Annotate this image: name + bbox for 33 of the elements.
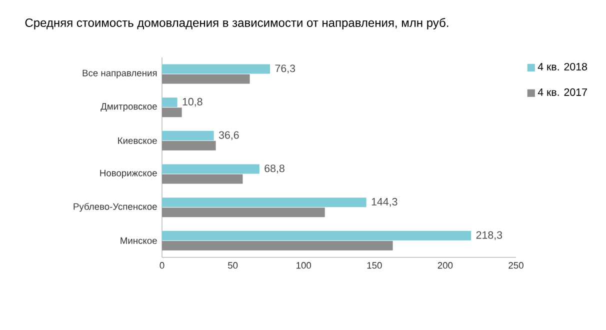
x-tick-label: 150 <box>367 262 382 269</box>
y-tick-label: Минское <box>120 237 157 244</box>
bar <box>162 198 366 208</box>
bar <box>162 108 182 118</box>
bar <box>162 240 393 250</box>
bar <box>162 174 243 184</box>
x-tick-label: 200 <box>438 262 453 269</box>
x-tick-label: 250 <box>508 262 524 269</box>
x-tick-label: 50 <box>228 262 238 269</box>
bar <box>162 98 178 108</box>
legend-label: 4 кв. 2017 <box>538 88 587 96</box>
y-tick-label: Дмитровское <box>100 103 157 112</box>
bar <box>162 130 214 140</box>
x-tick-label: 0 <box>160 262 164 269</box>
chart-title: Средняя стоимость домовладения в зависимости от направления, млн руб. <box>25 18 448 30</box>
y-tick-label: Все направления <box>82 70 157 78</box>
data-label: 36,6 <box>218 131 239 140</box>
x-tick-label: 100 <box>296 262 312 269</box>
y-tick-label: Киевское <box>118 137 157 144</box>
data-label: 10,8 <box>182 98 202 107</box>
bar <box>162 64 270 74</box>
data-label: 144,3 <box>372 198 398 207</box>
bar <box>162 208 325 218</box>
bar <box>162 230 472 240</box>
y-tick-label: Новорижское <box>100 170 157 178</box>
bar <box>162 140 216 150</box>
data-label: 68,8 <box>264 164 284 174</box>
data-label: 218,3 <box>476 231 502 240</box>
bar <box>162 164 260 174</box>
y-tick-label: Рублево-Успенское <box>74 202 157 212</box>
legend-label: 4 кв. 2018 <box>538 62 587 70</box>
bar <box>162 74 250 84</box>
data-label: 76,3 <box>275 64 296 74</box>
